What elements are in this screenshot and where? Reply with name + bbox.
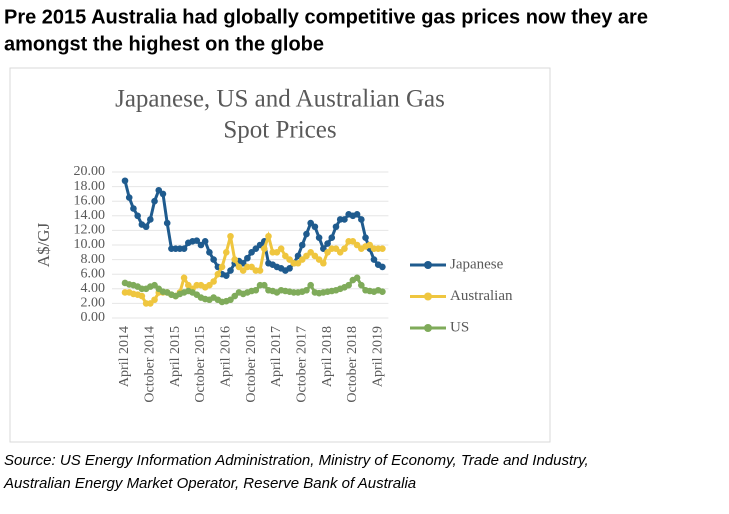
point	[260, 245, 268, 252]
chart-frame	[9, 67, 551, 443]
point	[252, 286, 260, 294]
point	[303, 230, 310, 238]
point	[353, 274, 361, 282]
y-tick-label: 20.00	[74, 164, 106, 179]
point	[315, 234, 323, 241]
point	[358, 281, 365, 289]
point	[227, 267, 234, 274]
x-tick-label: April 2015	[168, 326, 183, 387]
point	[320, 259, 327, 267]
legend-label: US	[450, 319, 469, 335]
point	[379, 263, 386, 271]
point	[125, 194, 133, 201]
point	[214, 270, 222, 278]
source: Source: US Energy Information Administra…	[4, 452, 589, 469]
point	[180, 245, 188, 252]
point	[277, 245, 285, 252]
x-tick-label: April 2014	[117, 326, 132, 387]
point	[362, 234, 369, 241]
x-tick-label: April 2018	[320, 326, 335, 387]
point	[222, 249, 230, 256]
y-tick-label: 18.00	[74, 179, 106, 194]
point	[311, 223, 319, 231]
point	[138, 292, 146, 300]
source: Australian Energy Market Operator, Reser…	[3, 475, 416, 492]
point	[130, 205, 137, 212]
x-tick-label: April 2017	[269, 326, 284, 387]
point	[151, 197, 158, 205]
y-tick-label: 6.00	[81, 266, 106, 281]
point	[121, 177, 129, 185]
point	[286, 265, 293, 272]
heading: Pre 2015 Australia had globally competit…	[4, 6, 648, 28]
point	[341, 216, 348, 223]
point	[231, 256, 239, 263]
y-tick-label: 2.00	[81, 296, 106, 311]
point	[307, 281, 314, 289]
x-tick-label: April 2016	[218, 326, 233, 387]
point	[163, 219, 171, 227]
point	[206, 249, 213, 256]
point	[201, 238, 209, 245]
point	[332, 223, 340, 231]
point	[298, 241, 306, 249]
y-tick-label: 4.00	[81, 281, 106, 296]
y-tick-label: 0.00	[81, 310, 106, 325]
point	[159, 190, 167, 198]
point	[265, 232, 272, 240]
x-tick-label: October 2017	[294, 326, 309, 403]
point	[180, 274, 188, 282]
legend-marker	[424, 261, 432, 269]
point	[260, 281, 268, 289]
point	[324, 240, 331, 247]
y-tick-label: 8.00	[81, 252, 106, 267]
chart-title: Spot Prices	[223, 117, 336, 144]
x-tick-label: October 2014	[143, 326, 158, 403]
y-tick-label: 12.00	[74, 223, 106, 238]
x-tick-label: October 2015	[193, 326, 208, 403]
y-tick-label: 16.00	[74, 193, 106, 208]
point	[193, 237, 201, 244]
y-axis-title: A$/GJ	[34, 222, 53, 267]
x-tick-label: October 2016	[244, 326, 259, 403]
legend-label: Australian	[450, 288, 513, 304]
point	[222, 272, 230, 279]
x-tick-label: October 2018	[345, 326, 360, 403]
point	[370, 256, 378, 263]
heading: amongst the highest on the globe	[4, 33, 324, 55]
legend-label: Japanese	[450, 256, 504, 272]
y-tick-label: 10.00	[74, 237, 106, 252]
point	[210, 278, 217, 285]
legend-marker	[424, 324, 432, 332]
y-tick-label: 14.00	[74, 208, 106, 223]
point	[147, 216, 154, 223]
point	[151, 296, 158, 304]
point	[379, 245, 386, 252]
point	[134, 212, 141, 220]
point	[345, 281, 352, 289]
chart-title: Japanese, US and Australian Gas	[115, 86, 445, 113]
point	[358, 216, 365, 223]
point	[227, 232, 234, 240]
x-tick-label: April 2019	[370, 326, 385, 387]
point	[379, 288, 386, 296]
point	[353, 211, 361, 218]
point	[341, 245, 348, 252]
point	[244, 254, 251, 262]
point	[218, 263, 226, 271]
point	[256, 267, 264, 274]
legend-marker	[424, 292, 432, 301]
point	[328, 234, 336, 241]
point	[142, 223, 150, 231]
point	[303, 286, 310, 294]
point	[210, 256, 217, 263]
